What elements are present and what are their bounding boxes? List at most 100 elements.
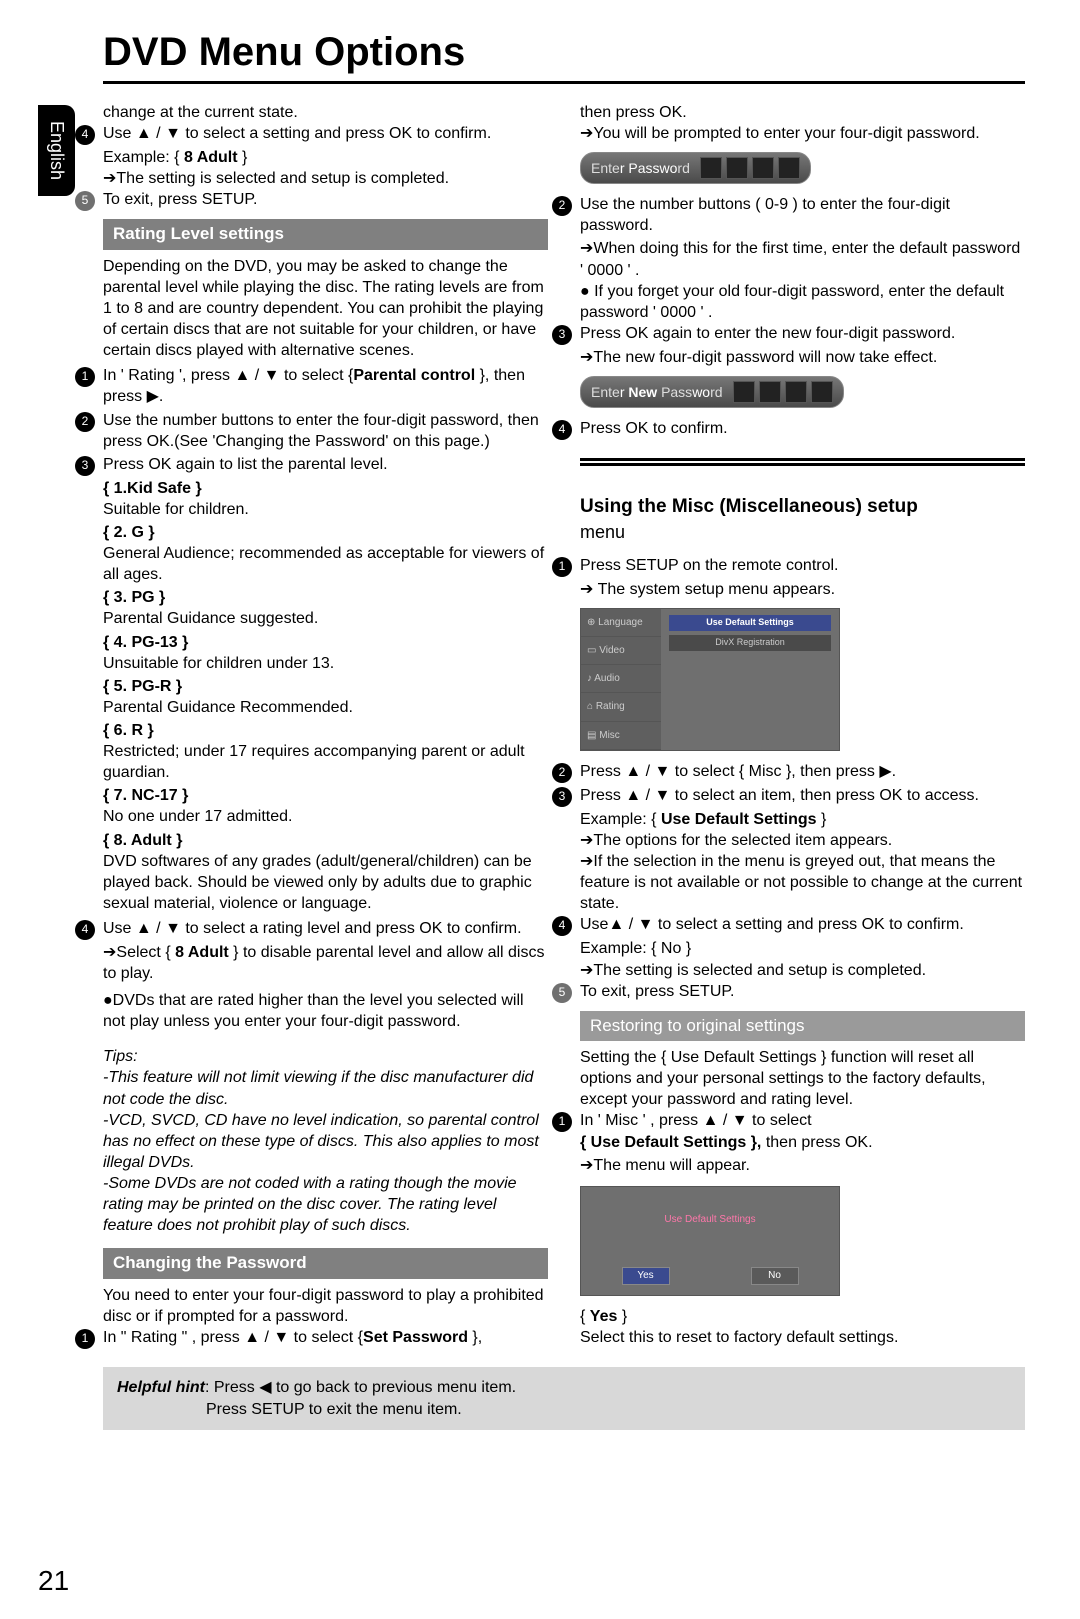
dialog-title: Use Default Settings: [581, 1213, 839, 1226]
misc-step4-sub: ➔The setting is selected and setup is co…: [580, 960, 1025, 981]
misc-step1: Press SETUP on the remote control.: [580, 555, 838, 576]
rating-step1: In ' Rating ', press ▲ / ▼ to select {Pa…: [103, 365, 548, 407]
dialog-no-button: No: [751, 1267, 799, 1285]
intro-line: change at the current state.: [103, 102, 548, 123]
misc-step5: To exit, press SETUP.: [580, 981, 734, 1002]
step-bullet-4: 4: [75, 125, 95, 145]
rating-step3: Press OK again to list the parental leve…: [103, 454, 388, 475]
misc-bullet-5: 5: [552, 983, 572, 1003]
misc-step4-example: Example: { No }: [580, 938, 1025, 959]
password-intro: You need to enter your four-digit passwo…: [103, 1285, 548, 1327]
rating-1-desc: Suitable for children.: [103, 501, 249, 518]
misc-heading: Using the Misc (Miscellaneous) setup: [580, 494, 1025, 519]
language-tab: English: [38, 105, 75, 196]
rating-5-label: { 5. PG-R }: [103, 678, 182, 695]
dialog-screenshot: Use Default Settings Yes No: [580, 1186, 840, 1296]
pw-bullet-3: 3: [552, 325, 572, 345]
pw-step4: Press OK to confirm.: [580, 418, 728, 439]
rating-7-label: { 7. NC-17 }: [103, 787, 188, 804]
helpful-hint-bar: Helpful hint: Press ◀ to go back to prev…: [103, 1367, 1025, 1430]
misc-bullet-2: 2: [552, 763, 572, 783]
rating-4-label: { 4. PG-13 }: [103, 634, 188, 651]
restore-section-head: Restoring to original settings: [580, 1011, 1025, 1041]
rating-5-desc: Parental Guidance Recommended.: [103, 699, 353, 716]
rating-1-label: { 1.Kid Safe }: [103, 480, 202, 497]
misc-bullet-1: 1: [552, 557, 572, 577]
dialog-yes-button: Yes: [622, 1267, 670, 1285]
misc-subheading: menu: [580, 521, 1025, 545]
rating-step4-sub2: ●DVDs that are rated higher than the lev…: [103, 990, 548, 1032]
rating-2-label: { 2. G }: [103, 524, 155, 541]
misc-step3-sub1: ➔The options for the selected item appea…: [580, 830, 1025, 851]
rating-step2: Use the number buttons to enter the four…: [103, 410, 548, 452]
enter-new-password-box: Enter New Password: [580, 376, 844, 408]
rating-step4-sub1: ➔Select { 8 Adult } to disable parental …: [103, 942, 548, 984]
misc-step1-sub: ➔ The system setup menu appears.: [580, 579, 1025, 600]
restore-intro: Setting the { Use Default Settings } fun…: [580, 1047, 1025, 1110]
rating-bullet-3: 3: [75, 456, 95, 476]
intro-arrow: ➔The setting is selected and setup is co…: [103, 168, 548, 189]
rating-bullet-4: 4: [75, 920, 95, 940]
misc-bullet-3: 3: [552, 787, 572, 807]
divider: [580, 458, 1025, 466]
pw-step1: In " Rating " , press ▲ / ▼ to select {S…: [103, 1327, 482, 1348]
misc-bullet-4: 4: [552, 916, 572, 936]
menu-highlight: Use Default Settings: [669, 615, 831, 631]
intro-step4: Use ▲ / ▼ to select a setting and press …: [103, 123, 491, 144]
menu-side-rating: ⌂ Rating: [581, 693, 661, 721]
misc-step3-sub2: ➔If the selection in the menu is greyed …: [580, 851, 1025, 914]
rating-3-label: { 3. PG }: [103, 589, 165, 606]
pw-step3-sub: ➔The new four-digit password will now ta…: [580, 347, 1025, 368]
rating-step4: Use ▲ / ▼ to select a rating level and p…: [103, 918, 522, 939]
left-column: change at the current state. 4 Use ▲ / ▼…: [103, 102, 548, 1351]
hint-label: Helpful hint: [117, 1379, 205, 1396]
menu-side-video: ▭ Video: [581, 637, 661, 665]
intro-step5: To exit, press SETUP.: [103, 189, 257, 210]
misc-step3-example: Example: { Use Default Settings }: [580, 809, 1025, 830]
rating-section-head: Rating Level settings: [103, 219, 548, 249]
menu-screenshot: ⊕ Language ▭ Video ♪ Audio ⌂ Rating ▤ Mi…: [580, 608, 840, 751]
pw-step3: Press OK again to enter the new four-dig…: [580, 323, 955, 344]
tip-3: -Some DVDs are not coded with a rating t…: [103, 1173, 548, 1236]
rating-6-desc: Restricted; under 17 requires accompanyi…: [103, 743, 525, 781]
rating-bullet-1: 1: [75, 367, 95, 387]
restore-step1: In ' Misc ' , press ▲ / ▼ to select { Us…: [580, 1110, 873, 1152]
menu-side-misc: ▤ Misc: [581, 722, 661, 750]
pw-step2: Use the number buttons ( 0-9 ) to enter …: [580, 194, 1025, 236]
menu-side-language: ⊕ Language: [581, 609, 661, 637]
password-section-head: Changing the Password: [103, 1248, 548, 1278]
pw-step2-sub2: ● If you forget your old four-digit pass…: [580, 281, 1025, 323]
intro-example: Example: { 8 Adult }: [103, 147, 548, 168]
rating-3-desc: Parental Guidance suggested.: [103, 610, 318, 627]
rating-8-label: { 8. Adult }: [103, 832, 182, 849]
menu-row2: DivX Registration: [669, 635, 831, 651]
rating-8-desc: DVD softwares of any grades (adult/gener…: [103, 853, 532, 912]
step-bullet-5: 5: [75, 191, 95, 211]
right-column: then press OK. ➔You will be prompted to …: [580, 102, 1025, 1351]
rating-bullet-2: 2: [75, 412, 95, 432]
misc-step2: Press ▲ / ▼ to select { Misc }, then pre…: [580, 761, 896, 782]
tip-1: -This feature will not limit viewing if …: [103, 1067, 548, 1109]
hint-line1: : Press ◀ to go back to previous menu it…: [205, 1379, 516, 1396]
enter-password-box: Enter Password: [580, 152, 811, 184]
rating-4-desc: Unsuitable for children under 13.: [103, 655, 334, 672]
page-title: DVD Menu Options: [103, 30, 1025, 84]
misc-step4: Use▲ / ▼ to select a setting and press O…: [580, 914, 964, 935]
yes-desc: Select this to reset to factory default …: [580, 1327, 1025, 1348]
pw-cont2: ➔You will be prompted to enter your four…: [580, 123, 1025, 144]
pw-bullet-4: 4: [552, 420, 572, 440]
page-number: 21: [38, 1565, 69, 1597]
yes-label: { Yes }: [580, 1306, 1025, 1327]
rating-6-label: { 6. R }: [103, 722, 154, 739]
rating-7-desc: No one under 17 admitted.: [103, 808, 292, 825]
restore-step1-sub: ➔The menu will appear.: [580, 1155, 1025, 1176]
tip-2: -VCD, SVCD, CD have no level indication,…: [103, 1110, 548, 1173]
pw-bullet-1: 1: [75, 1329, 95, 1349]
misc-step3: Press ▲ / ▼ to select an item, then pres…: [580, 785, 979, 806]
rating-2-desc: General Audience; recommended as accepta…: [103, 545, 544, 583]
pw-cont1: then press OK.: [580, 102, 1025, 123]
rating-intro: Depending on the DVD, you may be asked t…: [103, 256, 548, 362]
restore-bullet-1: 1: [552, 1112, 572, 1132]
menu-side-audio: ♪ Audio: [581, 665, 661, 693]
hint-line2: Press SETUP to exit the menu item.: [206, 1401, 462, 1418]
